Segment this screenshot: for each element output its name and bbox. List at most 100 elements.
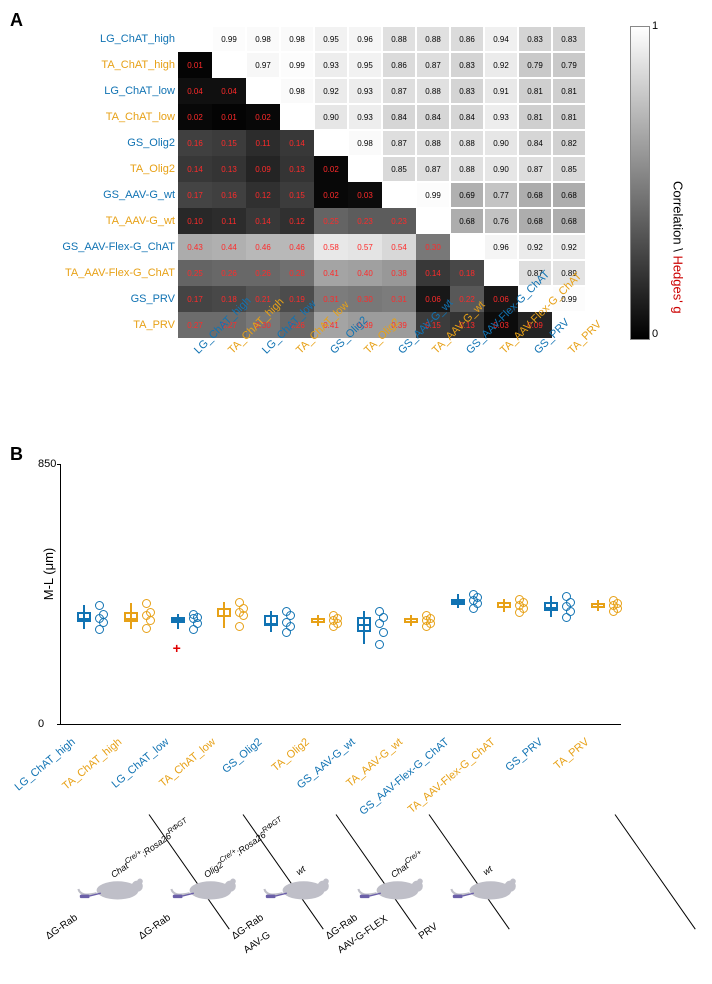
matrix-cell: 0.23 [348, 208, 382, 234]
matrix-cell: 0.87 [518, 156, 552, 182]
matrix-cell [416, 208, 450, 234]
data-point [146, 608, 155, 617]
matrix-cell: 0.68 [518, 208, 552, 234]
matrix-cell: 0.85 [382, 156, 416, 182]
colorbar-gradient [630, 26, 650, 340]
row-label: TA_ChAT_low [10, 104, 175, 130]
colorbar-title-corr: Correlation [671, 181, 686, 245]
y-axis-label: M-L (μm) [41, 548, 56, 601]
row-label: LG_ChAT_low [10, 78, 175, 104]
boxplot-box [544, 602, 558, 611]
matrix-cell: 0.91 [484, 78, 518, 104]
matrix-cell: 0.88 [450, 156, 484, 182]
boxplot-box [591, 603, 605, 608]
matrix-cell: 0.81 [518, 78, 552, 104]
genotype-label: ChatCre/+;Rosa26RΦGT [107, 816, 191, 880]
matrix-cell: 0.04 [212, 78, 246, 104]
genotype-label: Olig2Cre/+;Rosa26RΦGT [200, 815, 285, 880]
matrix-cell [212, 52, 246, 78]
matrix-cell: 0.93 [348, 104, 382, 130]
matrix-cell: 0.02 [314, 182, 348, 208]
matrix-cell [314, 130, 348, 156]
x-tick-label: TA_PRV [552, 736, 592, 772]
row-labels: LG_ChAT_highTA_ChAT_highLG_ChAT_lowTA_Ch… [10, 26, 175, 338]
data-point [189, 610, 198, 619]
matrix-cell: 0.13 [280, 156, 314, 182]
matrix-cell: 0.97 [246, 52, 280, 78]
row-label: TA_PRV [10, 312, 175, 338]
data-point [379, 628, 388, 637]
x-tick-label: TA_AAV-Flex-G_ChAT [406, 736, 498, 816]
matrix-cell: 0.15 [280, 182, 314, 208]
matrix-cell: 0.68 [552, 208, 586, 234]
matrix-cell: 0.14 [416, 260, 450, 286]
matrix-cell: 0.83 [450, 52, 484, 78]
row-label: GS_AAV-G_wt [10, 182, 175, 208]
matrix-cell: 0.76 [484, 208, 518, 234]
matrix-cell: 0.98 [246, 26, 280, 52]
matrix-cell: 0.44 [212, 234, 246, 260]
matrix-cell: 0.11 [212, 208, 246, 234]
boxplot-box [171, 617, 185, 623]
colorbar-tick-bottom: 0 [652, 328, 658, 340]
matrix-cell: 0.38 [382, 260, 416, 286]
matrix-cell: 0.25 [178, 260, 212, 286]
matrix-cell: 0.96 [348, 26, 382, 52]
matrix-cell: 0.69 [450, 182, 484, 208]
matrix-cell: 0.14 [246, 208, 280, 234]
panel-b-label: B [10, 444, 23, 465]
matrix-cell: 0.87 [416, 52, 450, 78]
data-point [95, 625, 104, 634]
row-label: LG_ChAT_high [10, 26, 175, 52]
matrix-cell: 0.11 [246, 130, 280, 156]
matrix-cell: 0.83 [450, 78, 484, 104]
matrix-cell: 0.43 [178, 234, 212, 260]
matrix-cell: 0.17 [178, 182, 212, 208]
boxplot-box [451, 599, 465, 604]
virus-label: PRV [417, 921, 440, 942]
matrix-cell: 0.82 [552, 130, 586, 156]
matrix-cell: 0.25 [314, 208, 348, 234]
colorbar-title: Correlation \ Hedges' g [671, 181, 686, 314]
matrix-cell: 0.10 [178, 208, 212, 234]
x-tick-label: TA_Olig2 [269, 736, 311, 774]
group-divider [242, 814, 323, 929]
matrix-cell: 0.01 [178, 52, 212, 78]
data-point [235, 598, 244, 607]
matrix-cell: 0.93 [314, 52, 348, 78]
virus-label: ΔG-Rab [137, 912, 173, 942]
virus-label: ΔG-Rab [44, 912, 80, 942]
x-tick-label: GS_Olig2 [220, 736, 264, 776]
matrix-cell: 0.96 [484, 234, 518, 260]
matrix-cell: 0.81 [552, 78, 586, 104]
matrix-cell: 0.18 [450, 260, 484, 286]
matrix-cell: 0.02 [178, 104, 212, 130]
boxplot-box [217, 608, 231, 617]
matrix-cell: 0.95 [314, 26, 348, 52]
matrix-cell: 0.84 [518, 130, 552, 156]
matrix-cell: 0.12 [280, 208, 314, 234]
data-point [99, 610, 108, 619]
matrix-cell: 0.92 [484, 52, 518, 78]
matrix-cell [178, 26, 212, 52]
matrix-cell: 0.83 [518, 26, 552, 52]
y-tick: 850 [38, 458, 186, 470]
matrix-cell: 0.99 [212, 26, 246, 52]
matrix-cell: 0.98 [348, 130, 382, 156]
matrix-cell [484, 260, 518, 286]
matrix-cell: 0.57 [348, 234, 382, 260]
matrix-cell: 0.02 [314, 156, 348, 182]
matrix-cell: 0.85 [552, 156, 586, 182]
mouse-icon [357, 874, 427, 904]
matrix-cell: 0.30 [348, 286, 382, 312]
matrix-cell: 0.88 [416, 78, 450, 104]
data-point [95, 601, 104, 610]
outlier: + [173, 640, 181, 656]
boxplot-box [77, 612, 91, 621]
matrix-cell: 0.46 [280, 234, 314, 260]
matrix-cell: 0.16 [178, 130, 212, 156]
mouse-icon [170, 874, 240, 904]
matrix-cell: 0.87 [382, 78, 416, 104]
matrix-cell: 0.98 [280, 78, 314, 104]
matrix-cell: 0.01 [212, 104, 246, 130]
